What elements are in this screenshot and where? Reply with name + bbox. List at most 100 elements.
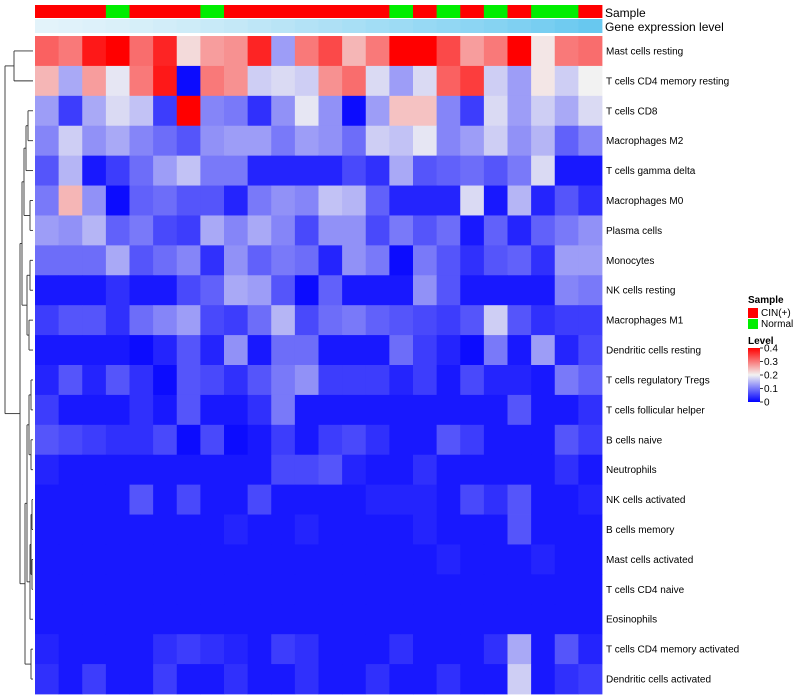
heatmap-cell (271, 664, 296, 695)
row-label: Macrophages M0 (606, 196, 684, 207)
heatmap-cell (554, 664, 579, 695)
heatmap-cell (200, 65, 225, 97)
sample-anno-cell (176, 5, 201, 18)
heatmap-cell (82, 155, 107, 186)
heatmap-cell (176, 365, 201, 396)
heatmap-cell (365, 245, 390, 276)
heatmap-cell (153, 604, 178, 635)
heatmap-cell (531, 95, 556, 127)
gene-expression-annotation-bar (35, 19, 603, 33)
heatmap-cell (507, 454, 532, 486)
heatmap-cell (224, 245, 249, 276)
heatmap-cell (507, 394, 532, 426)
heatmap-cell (554, 394, 579, 426)
heatmap-cell (176, 305, 201, 336)
heatmap-cell (507, 215, 532, 246)
heatmap-cell (413, 305, 438, 336)
legend-swatch-normal (748, 319, 758, 329)
heatmap-cell (507, 245, 532, 276)
heatmap-cell (58, 544, 83, 575)
sample-anno-cell (294, 5, 319, 18)
heatmap-cell (554, 365, 579, 396)
heatmap-cell (271, 365, 296, 396)
heatmap-cell (224, 95, 249, 127)
heatmap-cell (82, 544, 107, 575)
sample-anno-cell (200, 5, 225, 18)
heatmap-cell (413, 544, 438, 575)
heatmap-cell (271, 394, 296, 426)
legend: Sample CIN(+) Normal Level 0.4 0.3 0.2 0.1 0 (748, 295, 793, 409)
heatmap-cell (271, 275, 296, 306)
heatmap-cell (105, 544, 130, 575)
heatmap-cell (318, 365, 343, 396)
heatmap-cell (58, 125, 83, 157)
heatmap-cell (105, 305, 130, 336)
heatmap-cell (554, 155, 579, 186)
heatmap-cell (176, 275, 201, 306)
heatmap-cell (342, 65, 367, 97)
sample-anno-cell (507, 5, 532, 18)
expression-anno-cell (460, 19, 485, 33)
heatmap-cell (436, 484, 461, 515)
heatmap-cell (247, 245, 272, 276)
heatmap-cell (200, 125, 225, 157)
heatmap-cell (578, 215, 603, 246)
heatmap-cell (294, 305, 319, 336)
heatmap-cell (105, 95, 130, 127)
heatmap-cell (460, 275, 485, 306)
legend-label-normal: Normal (761, 319, 793, 330)
expression-anno-cell (129, 19, 154, 33)
row-label: Monocytes (606, 256, 654, 267)
heatmap-cell (294, 185, 319, 216)
heatmap-cell (153, 365, 178, 396)
heatmap-cell (413, 484, 438, 515)
heatmap-cell (389, 305, 414, 336)
heatmap-cell (129, 604, 154, 635)
heatmap-cell (578, 305, 603, 336)
heatmap-cell (224, 604, 249, 635)
heatmap-cell (531, 245, 556, 276)
heatmap-cell (365, 275, 390, 306)
heatmap-cell (200, 245, 225, 276)
heatmap-cell (483, 215, 508, 246)
heatmap-cell (224, 155, 249, 186)
heatmap-cell (129, 394, 154, 426)
row-label: Neutrophils (606, 465, 657, 476)
heatmap-cell (436, 664, 461, 695)
heatmap-cell (365, 125, 390, 157)
heatmap-cell (105, 634, 130, 665)
heatmap-cell (436, 365, 461, 396)
heatmap-cell (483, 365, 508, 396)
heatmap-cell (35, 305, 60, 336)
row-labels: Mast cells resting T cells CD4 memory res… (606, 46, 739, 685)
heatmap-cell (365, 604, 390, 635)
heatmap-cell (35, 365, 60, 396)
heatmap-cell (578, 544, 603, 575)
heatmap-cell (460, 95, 485, 127)
heatmap-cell (58, 335, 83, 366)
heatmap-cell (318, 634, 343, 665)
sample-anno-cell (554, 5, 579, 18)
heatmap-cell (507, 604, 532, 635)
heatmap-cell (318, 335, 343, 366)
heatmap-cell (342, 514, 367, 545)
heatmap-cell (531, 544, 556, 575)
row-label: T cells CD4 naive (606, 585, 685, 596)
heatmap-cell (507, 484, 532, 515)
heatmap-cell (105, 365, 130, 396)
heatmap-cell (554, 95, 579, 127)
heatmap-cell (153, 36, 178, 67)
heatmap-cell (531, 604, 556, 635)
heatmap-cell (531, 454, 556, 486)
heatmap-cell (82, 185, 107, 216)
heatmap-cell (578, 65, 603, 97)
heatmap-cell (483, 574, 508, 605)
heatmap-cell (507, 275, 532, 306)
heatmap-cell (531, 36, 556, 67)
heatmap-cell (365, 394, 390, 426)
heatmap-cell (531, 574, 556, 605)
heatmap-cell (294, 604, 319, 635)
heatmap-cell (271, 155, 296, 186)
expression-anno-cell (342, 19, 367, 33)
heatmap-cell (105, 454, 130, 486)
